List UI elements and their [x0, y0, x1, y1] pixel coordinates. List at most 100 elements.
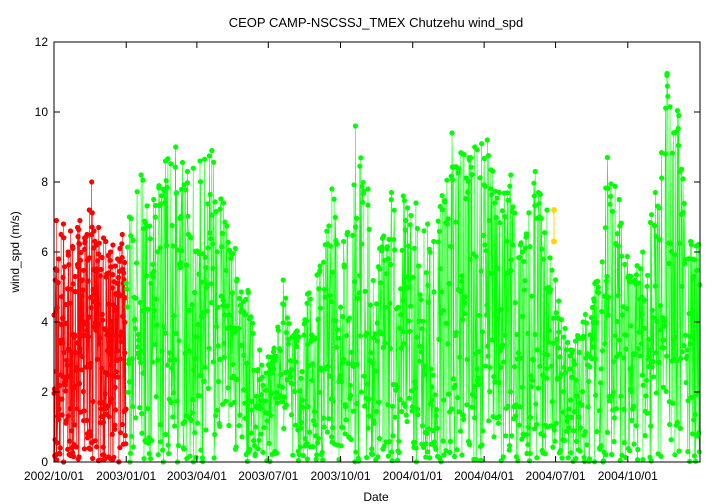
data-point: [425, 221, 431, 227]
data-point: [147, 236, 153, 242]
data-point: [164, 184, 170, 191]
data-point: [473, 254, 479, 260]
data-point: [447, 438, 453, 444]
data-point: [115, 374, 121, 380]
data-point: [612, 333, 619, 339]
data-point: [340, 313, 346, 320]
data-point: [583, 320, 590, 326]
data-point: [79, 367, 85, 373]
data-point: [439, 193, 445, 199]
data-point: [279, 399, 285, 405]
data-point: [656, 205, 662, 211]
data-point: [528, 384, 535, 390]
data-point: [225, 385, 231, 391]
data-point: [125, 244, 131, 250]
data-point: [636, 329, 642, 335]
data-point: [88, 360, 94, 366]
data-point: [321, 259, 327, 265]
data-point: [299, 369, 305, 375]
data-point: [118, 338, 124, 345]
data-point: [667, 104, 673, 110]
data-point: [352, 123, 358, 129]
data-point: [544, 207, 550, 213]
data-point: [502, 332, 508, 338]
data-point: [580, 333, 586, 339]
data-point: [195, 321, 201, 327]
data-point: [472, 393, 478, 399]
data-point: [72, 332, 78, 338]
data-point: [552, 438, 558, 444]
data-point: [74, 365, 80, 371]
data-point: [366, 413, 373, 419]
axes: 0 2 4 6 8 10 12 2002/10/01 2003/01/01 2003/04/01 2…: [24, 35, 700, 483]
data-point: [211, 159, 217, 165]
data-point: [107, 362, 113, 368]
data-point: [100, 419, 107, 425]
data-point: [480, 428, 486, 434]
data-point: [306, 429, 313, 435]
data-point: [421, 228, 427, 234]
data-point: [441, 452, 447, 458]
data-point: [109, 318, 115, 325]
data-point: [184, 180, 190, 186]
data-point: [398, 312, 404, 318]
data-point: [261, 425, 267, 431]
data-point: [404, 205, 411, 211]
data-point: [109, 328, 115, 334]
data-point: [458, 278, 465, 285]
data-point: [300, 453, 306, 459]
data-point: [510, 204, 516, 210]
data-point: [193, 454, 199, 460]
data-point: [452, 382, 458, 388]
data-point: [182, 350, 188, 357]
data-point: [578, 425, 584, 431]
data-point: [135, 344, 141, 350]
data-point: [445, 216, 451, 222]
data-point: [74, 340, 80, 346]
data-point: [90, 455, 96, 462]
data-point: [535, 385, 541, 391]
data-point: [72, 383, 78, 389]
data-point: [571, 409, 578, 415]
data-point: [140, 370, 146, 376]
data-point: [407, 328, 413, 334]
data-point: [250, 330, 256, 336]
data-point: [426, 426, 432, 432]
data-point: [450, 376, 456, 382]
data-point: [129, 356, 135, 362]
data-point: [238, 289, 244, 295]
data-point: [166, 350, 173, 356]
data-point: [475, 382, 481, 388]
data-point: [380, 344, 386, 351]
data-point: [407, 303, 414, 309]
data-point: [406, 318, 412, 324]
data-point: [79, 354, 85, 360]
data-point: [348, 436, 354, 443]
data-point: [624, 306, 630, 312]
data-point: [539, 246, 545, 252]
data-point: [621, 440, 627, 446]
data-point: [57, 382, 63, 389]
data-point: [211, 455, 217, 461]
data-point: [532, 203, 538, 209]
data-point: [315, 316, 321, 323]
data-point: [556, 298, 562, 304]
data-point: [88, 305, 94, 311]
data-point: [616, 337, 622, 343]
data-point: [359, 183, 365, 190]
data-point: [159, 348, 165, 354]
data-point: [68, 286, 74, 292]
data-point: [409, 404, 416, 410]
data-point: [662, 151, 668, 157]
data-point: [478, 268, 484, 274]
data-point: [429, 384, 435, 390]
data-point: [255, 367, 261, 373]
data-point: [648, 423, 654, 429]
data-point: [176, 338, 182, 344]
data-point: [194, 420, 200, 426]
data-point: [401, 198, 408, 204]
data-point: [305, 363, 312, 369]
data-point: [218, 293, 224, 299]
data-point: [370, 277, 376, 284]
data-point: [435, 218, 441, 224]
